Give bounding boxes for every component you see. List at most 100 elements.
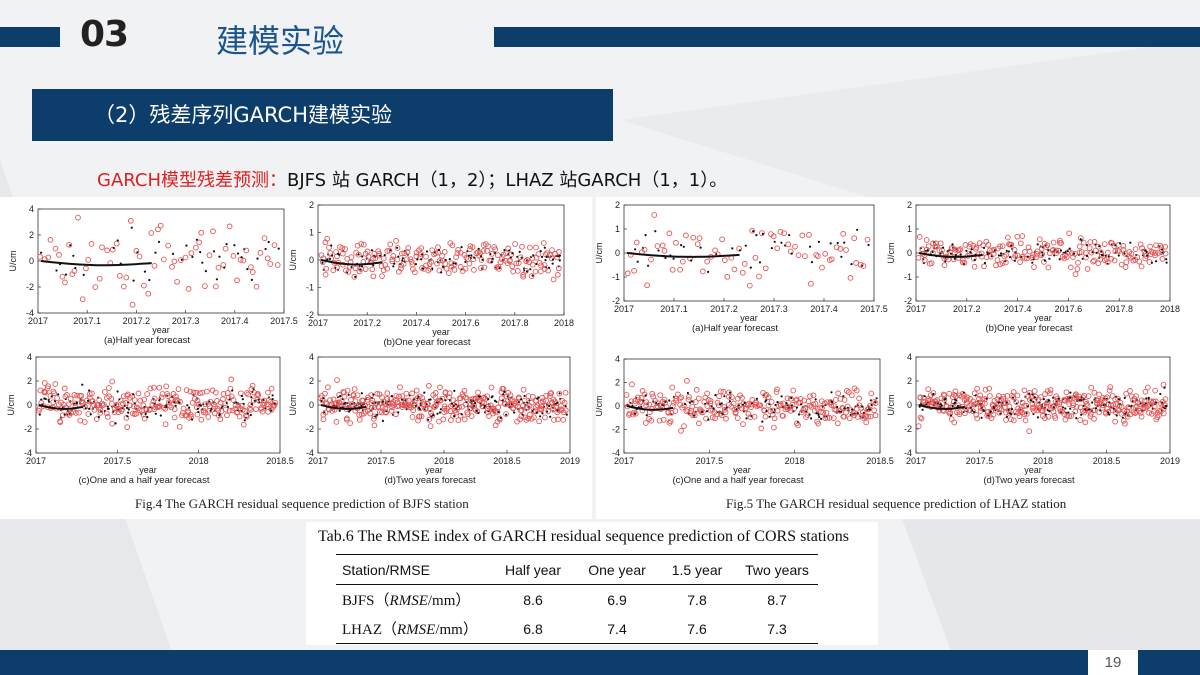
observed-point — [124, 424, 131, 431]
observed-point — [119, 400, 126, 407]
observed-point — [774, 386, 780, 393]
table-title: Tab.6 The RMSE index of GARCH residual s… — [318, 528, 849, 545]
predicted-point — [440, 397, 443, 400]
observed-point — [222, 245, 229, 252]
observed-point — [784, 403, 791, 410]
observed-point — [1122, 420, 1128, 427]
predicted-point — [558, 254, 562, 257]
observed-point — [1083, 254, 1089, 261]
observed-point — [99, 244, 105, 251]
observed-point — [527, 244, 533, 251]
observed-point — [1153, 242, 1159, 249]
predicted-point — [1069, 391, 1072, 394]
predicted-point — [250, 396, 253, 399]
predicted-point — [970, 248, 973, 251]
observed-point — [333, 419, 340, 425]
predicted-point — [481, 258, 484, 261]
observed-point — [71, 268, 78, 274]
observed-point — [830, 415, 837, 421]
y-tick-label: 2 — [615, 200, 620, 210]
observed-point — [1132, 410, 1138, 416]
predicted-point — [728, 400, 731, 403]
predicted-point — [376, 413, 379, 416]
observed-point — [729, 394, 735, 400]
observed-point — [681, 402, 687, 409]
y-tick-label: 2 — [309, 376, 314, 386]
observed-point — [371, 416, 377, 422]
observed-point — [127, 402, 133, 409]
observed-point — [1118, 404, 1125, 410]
x-tick-label: 2018 — [1160, 304, 1180, 314]
observed-point — [561, 399, 568, 406]
observed-point — [1033, 254, 1040, 261]
observed-point — [953, 393, 959, 400]
x-tick-label: 2017.3 — [760, 304, 788, 314]
observed-point — [369, 397, 376, 404]
observed-point — [193, 404, 200, 411]
row-label: LHAZ（RMSE/mm） — [336, 614, 490, 644]
observed-point — [370, 256, 376, 262]
y-tick-label: 4 — [27, 352, 32, 362]
observed-point — [822, 250, 829, 257]
observed-point — [915, 423, 922, 429]
observed-point — [741, 261, 748, 267]
y-tick-label: 0 — [29, 256, 34, 266]
observed-point — [195, 401, 202, 408]
predicted-point — [839, 410, 843, 413]
observed-point — [505, 398, 511, 404]
x-tick-label: 2017.8 — [1105, 304, 1133, 314]
predicted-point — [270, 409, 273, 412]
observed-point — [681, 423, 687, 429]
x-tick-label: 2017.4 — [403, 318, 431, 328]
observed-point — [339, 245, 346, 251]
observed-point — [407, 256, 414, 262]
observed-point — [807, 393, 813, 400]
observed-point — [541, 262, 548, 268]
y-tick-label: 0 — [907, 400, 912, 410]
observed-point — [762, 413, 769, 420]
observed-point — [61, 385, 68, 392]
observed-point — [553, 400, 560, 407]
predicted-point — [487, 398, 490, 401]
observed-point — [370, 273, 377, 280]
observed-point — [71, 391, 78, 398]
predicted-point — [390, 395, 393, 398]
predicted-point — [228, 398, 231, 401]
observed-point — [930, 390, 937, 396]
observed-point — [1102, 395, 1109, 402]
observed-point — [724, 273, 731, 280]
observed-point — [641, 246, 648, 253]
observed-point — [398, 265, 404, 272]
observed-point — [41, 380, 48, 386]
observed-point — [445, 270, 452, 276]
observed-point — [474, 408, 481, 415]
observed-point — [554, 254, 560, 261]
predicted-point — [657, 249, 660, 252]
predicted-point — [1072, 252, 1076, 255]
observed-point — [1104, 394, 1110, 401]
x-axis-label: year — [1034, 313, 1052, 323]
predicted-point — [1075, 417, 1078, 420]
predicted-point — [331, 254, 334, 257]
predicted-point — [1036, 243, 1039, 246]
predicted-point — [808, 413, 811, 416]
observed-point — [425, 400, 431, 407]
observed-point — [533, 404, 539, 410]
predicted-point — [965, 249, 968, 252]
observed-point — [940, 391, 947, 398]
observed-point — [631, 267, 637, 274]
observed-point — [556, 390, 563, 397]
observed-point — [133, 410, 139, 417]
observed-point — [386, 247, 393, 254]
predicted-point — [218, 414, 221, 417]
observed-point — [228, 376, 235, 383]
observed-point — [1152, 387, 1158, 394]
observed-point — [265, 389, 271, 396]
observed-point — [690, 234, 697, 241]
observed-point — [717, 388, 724, 395]
observed-point — [448, 417, 454, 424]
predicted-point — [1104, 254, 1107, 257]
predicted-point — [557, 255, 560, 258]
observed-point — [834, 420, 841, 427]
predicted-point — [744, 244, 747, 247]
